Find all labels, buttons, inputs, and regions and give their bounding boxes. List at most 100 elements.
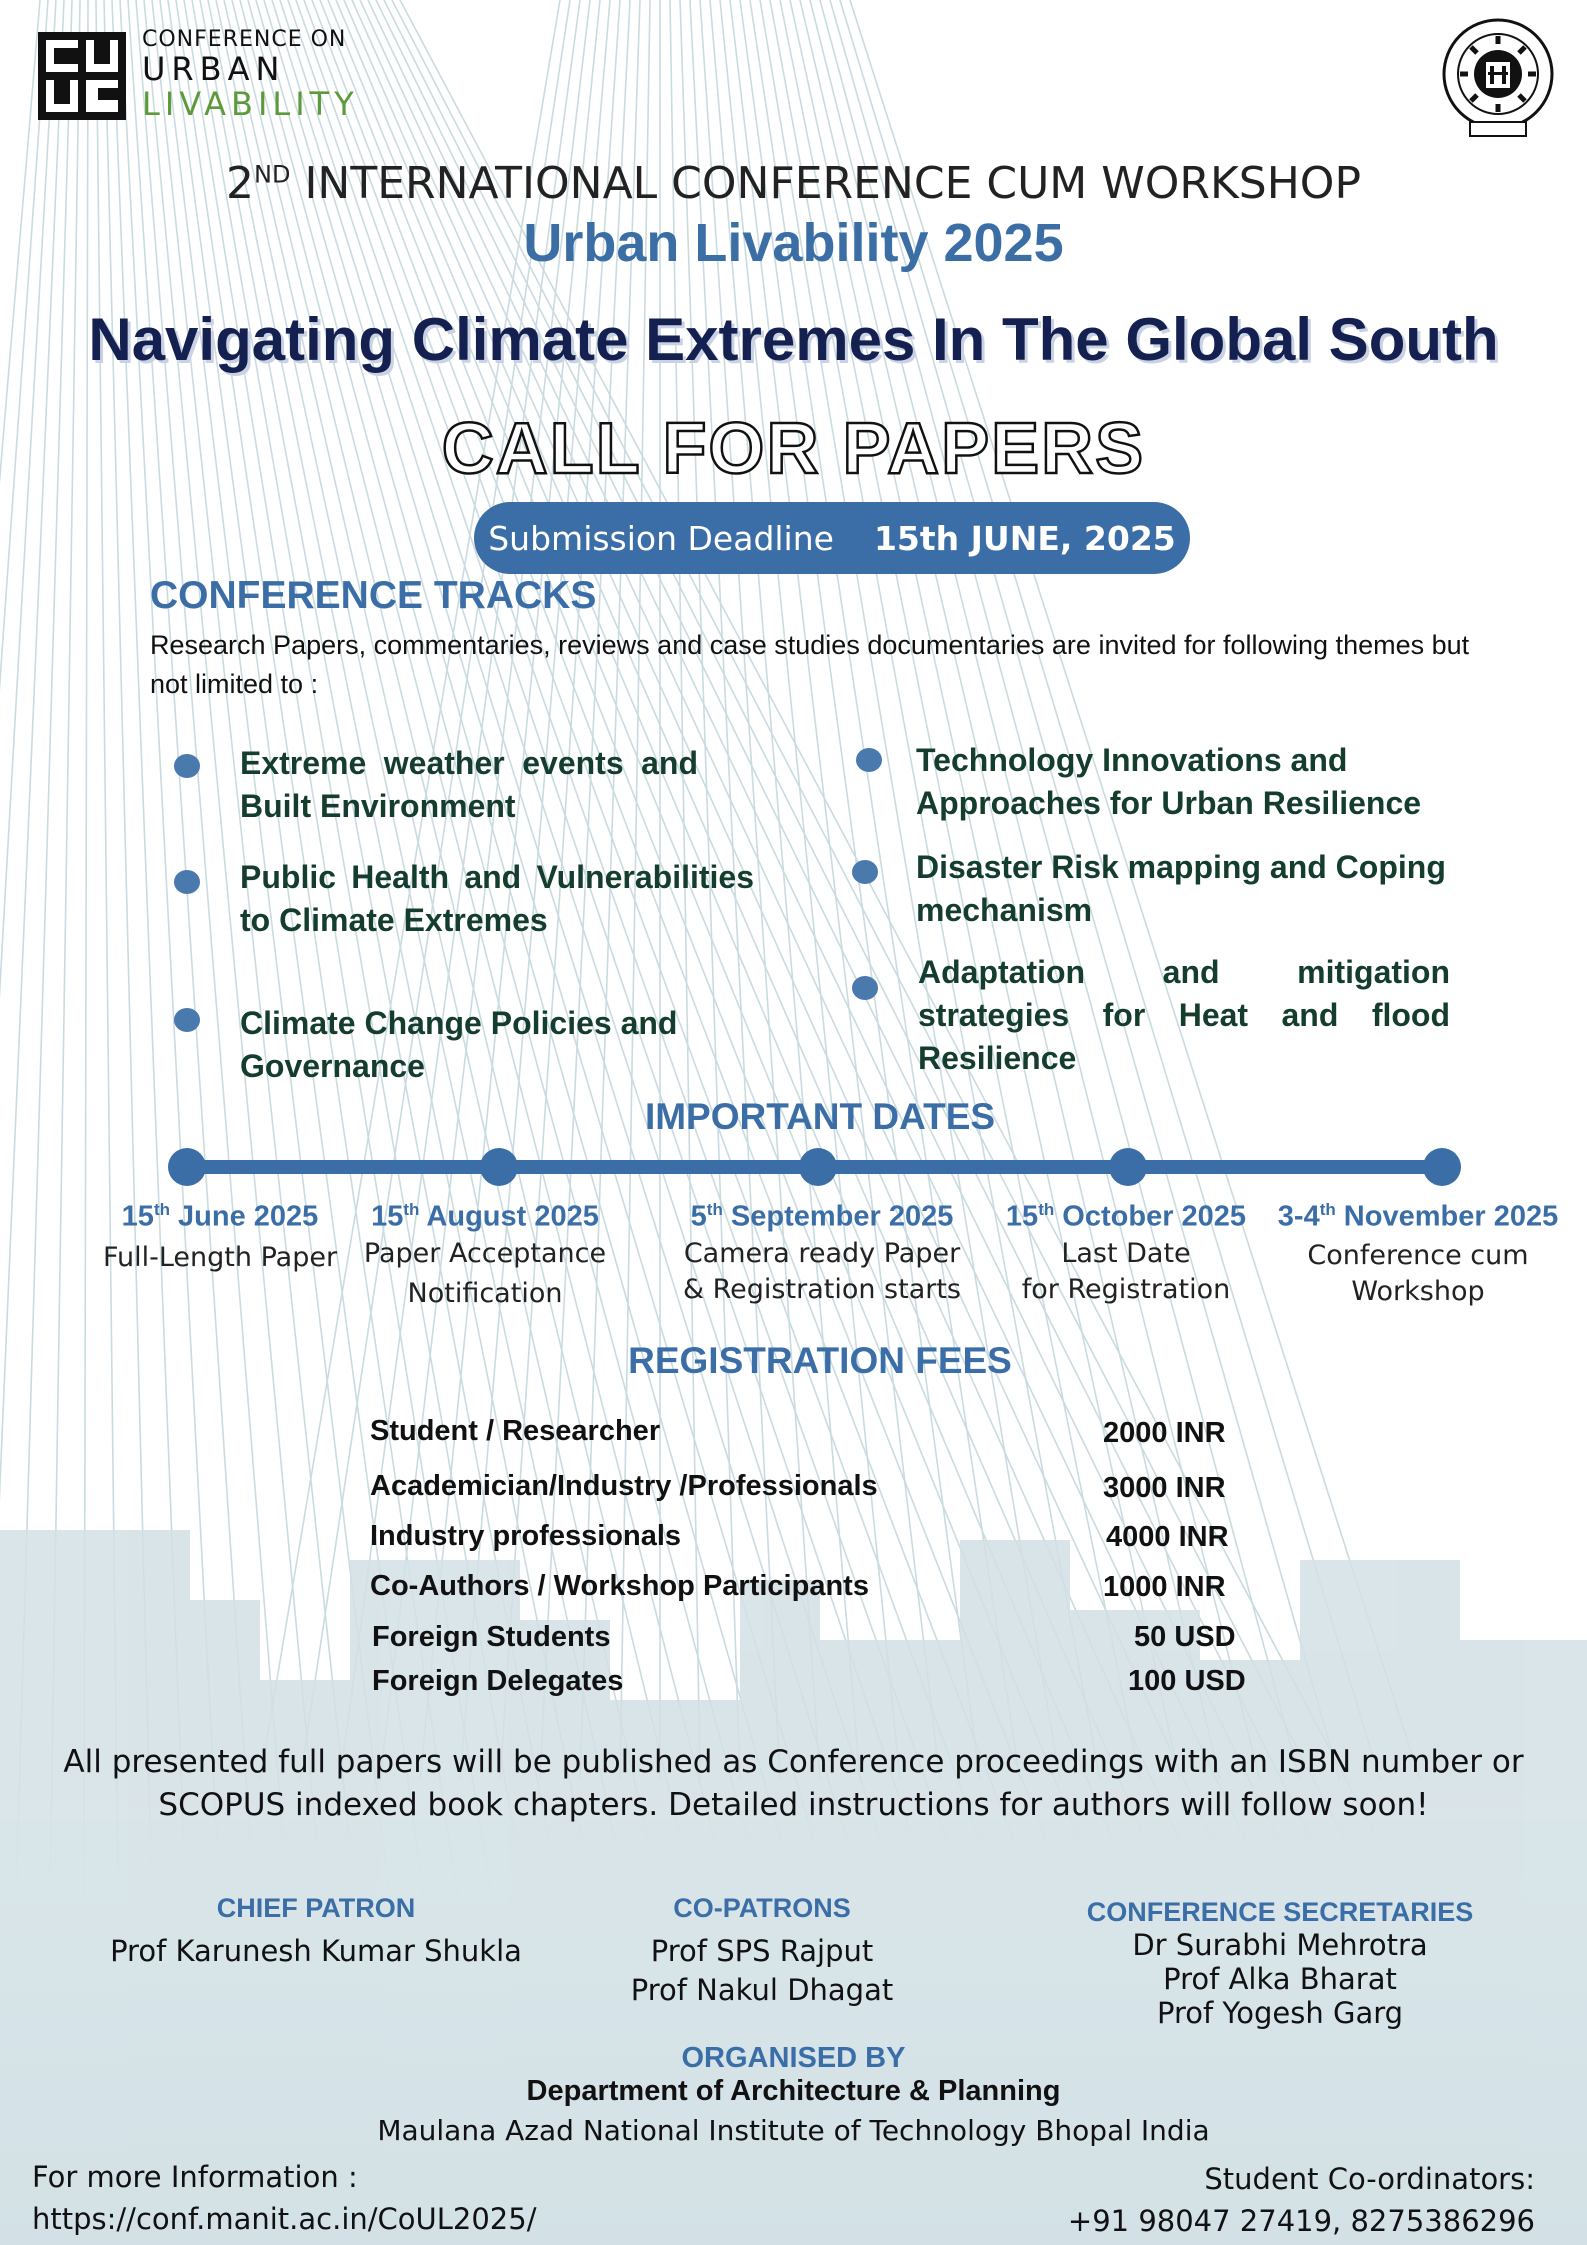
more-info-block: For more Information : https://conf.mani… xyxy=(32,2156,536,2240)
co-patrons-block: CO-PATRONS Prof SPS Rajput Prof Nakul Dh… xyxy=(612,1893,912,2007)
organiser-institute: Maulana Azad National Institute of Techn… xyxy=(377,2114,1210,2147)
bullet-icon xyxy=(856,748,882,772)
chief-patron-title: CHIEF PATRON xyxy=(216,1893,416,1923)
decorative-line xyxy=(459,0,611,1781)
date-title: 3-4th November 2025 xyxy=(1277,1200,1559,1233)
conference-url-link[interactable]: https://conf.manit.ac.in/CoUL2025/ xyxy=(32,2202,537,2236)
bullet-icon xyxy=(852,860,878,884)
decorative-line xyxy=(829,0,1341,1781)
institute-seal-icon xyxy=(1442,18,1554,137)
decorative-line xyxy=(779,0,1141,1781)
decorative-line xyxy=(143,0,323,1901)
date-title: 15th August 2025 xyxy=(371,1200,599,1233)
organised-by-heading: ORGANISED BY xyxy=(681,2042,906,2074)
decorative-line xyxy=(127,0,255,1901)
decorative-line xyxy=(759,0,1061,1781)
decorative-line xyxy=(0,0,41,485)
bullet-icon xyxy=(174,754,200,778)
fee-category: Foreign Students xyxy=(372,1621,611,1653)
decorative-line xyxy=(339,0,581,1781)
date-item: 3-4th November 2025 Conference cum Works… xyxy=(1268,1200,1568,1310)
decorative-line xyxy=(799,0,1221,1781)
timeline-dot xyxy=(1423,1148,1461,1186)
decorative-line xyxy=(619,0,651,1781)
date-description: Last Date xyxy=(1061,1237,1191,1269)
decorative-line xyxy=(319,0,1071,1901)
organiser-department: Department of Architecture & Planning xyxy=(526,2075,1061,2107)
track-item: Public Health and Vulnerabilities to Cli… xyxy=(240,859,754,938)
tracks-intro: Research Papers, commentaries, reviews a… xyxy=(150,630,1470,699)
co-patron-name: Prof Nakul Dhagat xyxy=(630,1973,894,2007)
coordinators-label: Student Co-ordinators: xyxy=(1204,2162,1535,2196)
submission-deadline-badge: Submission Deadline 15th JUNE, 2025 xyxy=(474,502,1190,574)
decorative-line xyxy=(669,0,701,1781)
decorative-line xyxy=(255,0,799,1901)
decorative-line xyxy=(263,0,833,1901)
secretary-name: Dr Surabhi Mehrotra xyxy=(1132,1928,1428,1962)
decorative-line xyxy=(135,0,289,1901)
secretary-name: Prof Alka Bharat xyxy=(1163,1962,1397,1996)
secretaries-block: CONFERENCE SECRETARIES Dr Surabhi Mehrot… xyxy=(1060,1897,1500,2030)
fee-amount: 50 USD xyxy=(1134,1621,1236,1653)
date-item: 15th June 2025 Full-Length Paper xyxy=(95,1200,345,1276)
decorative-line xyxy=(207,0,595,1901)
track-item: Technology Innovations and Approaches fo… xyxy=(916,742,1422,821)
decorative-line xyxy=(231,0,697,1901)
decorative-line xyxy=(287,0,935,1901)
logo-wordmark: CONFERENCE ON URBAN LIVABILITY xyxy=(142,27,359,123)
date-description: Paper Acceptance xyxy=(363,1237,607,1269)
decorative-line xyxy=(299,0,571,1781)
decorative-line xyxy=(539,0,631,1781)
decorative-line xyxy=(0,0,57,1000)
decorative-line xyxy=(215,0,629,1901)
fee-category: Industry professionals xyxy=(370,1520,682,1552)
secretaries-title: CONFERENCE SECRETARIES xyxy=(1086,1897,1474,1927)
fee-category: Academician/Industry /Professionals xyxy=(370,1470,878,1502)
date-description: Full-Length Paper xyxy=(102,1241,338,1273)
date-description: Notification xyxy=(407,1277,563,1309)
event-name: Urban Livability 2025 xyxy=(523,213,1064,273)
co-patron-name: Prof SPS Rajput xyxy=(650,1934,874,1968)
fee-category: Foreign Delegates xyxy=(372,1665,624,1697)
fee-amount: 1000 INR xyxy=(1103,1571,1226,1603)
decorative-line xyxy=(789,0,1181,1781)
decorative-line xyxy=(719,0,901,1781)
date-title: 5th September 2025 xyxy=(690,1200,954,1233)
decorative-line xyxy=(0,0,49,692)
date-description: Conference cum xyxy=(1307,1239,1529,1271)
date-title: 15th June 2025 xyxy=(121,1200,319,1233)
timeline-dot xyxy=(799,1148,837,1186)
date-description: Workshop xyxy=(1351,1275,1485,1307)
track-item: Disaster Risk mapping and Coping mechani… xyxy=(916,849,1446,928)
conference-logo-icon xyxy=(38,32,126,120)
important-dates-heading: IMPORTANT DATES xyxy=(644,1096,996,1137)
decorative-line xyxy=(709,0,861,1781)
deadline-label: Submission Deadline xyxy=(488,518,834,558)
edition-suffix: ND xyxy=(254,160,291,189)
decorative-line xyxy=(499,0,621,1781)
call-for-papers-title: CALL FOR PAPERS xyxy=(441,408,1146,491)
decorative-line xyxy=(303,0,1003,1901)
decorative-line xyxy=(379,0,591,1781)
decorative-line xyxy=(809,0,1261,1781)
student-coordinators-block: Student Co-ordinators: +91 98047 27419, … xyxy=(1068,2158,1535,2242)
decorative-line xyxy=(0,0,65,1502)
conference-theme: Navigating Climate Extremes In The Globa… xyxy=(88,306,1499,373)
decorative-line xyxy=(295,0,969,1901)
track-item: Climate Change Policies and Governance xyxy=(240,1005,678,1084)
decorative-line xyxy=(679,0,741,1781)
edition-number: 2 xyxy=(226,158,255,209)
decorative-line xyxy=(391,0,1377,1901)
decorative-line xyxy=(419,0,601,1781)
timeline-dot xyxy=(1109,1148,1147,1186)
track-item: Adaptation and mitigation strategies for… xyxy=(918,954,1450,1076)
decorative-line xyxy=(239,0,731,1901)
coordinators-phones: +91 98047 27419, 8275386296 xyxy=(1067,2204,1535,2238)
tracks-heading: CONFERENCE TRACKS xyxy=(150,574,597,617)
decorative-line xyxy=(699,0,821,1781)
fee-category: Student / Researcher xyxy=(370,1415,661,1447)
fee-amount: 4000 INR xyxy=(1106,1521,1229,1553)
conference-edition: 2ND INTERNATIONAL CONFERENCE CUM WORKSHO… xyxy=(0,158,1587,209)
bullet-icon xyxy=(174,870,200,894)
